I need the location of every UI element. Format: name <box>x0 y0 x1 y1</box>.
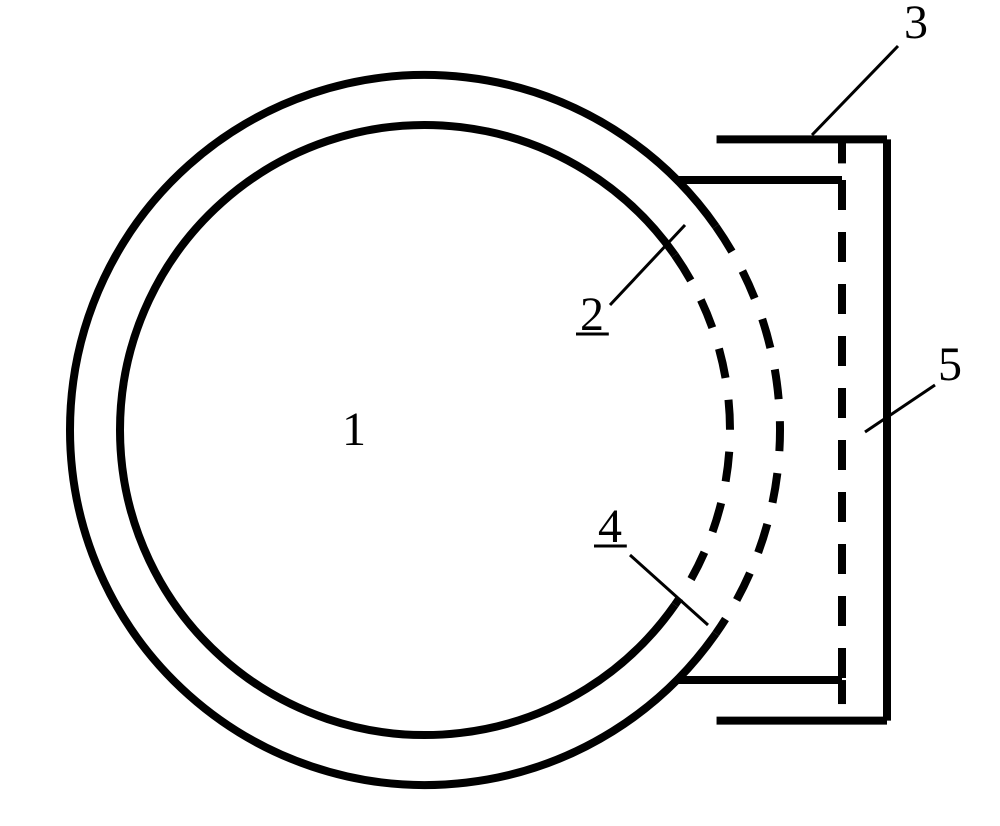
dashed-arc-outer <box>716 226 780 633</box>
ring-outer-arc <box>70 75 716 785</box>
dashed-arc-inner <box>675 255 730 605</box>
callout-label-4: 4 <box>598 499 622 554</box>
callout-label-2: 2 <box>580 287 604 342</box>
callout-label-3: 3 <box>904 0 928 50</box>
ring-inner-arc <box>120 125 675 735</box>
callout-label-5: 5 <box>938 337 962 392</box>
leader-line-5 <box>865 385 935 432</box>
diagram-stage: 1 2 3 4 5 <box>0 0 1000 826</box>
leader-line-2 <box>610 225 685 305</box>
callout-label-1: 1 <box>342 402 366 457</box>
diagram-svg <box>0 0 1000 826</box>
leader-line-3 <box>812 46 898 135</box>
